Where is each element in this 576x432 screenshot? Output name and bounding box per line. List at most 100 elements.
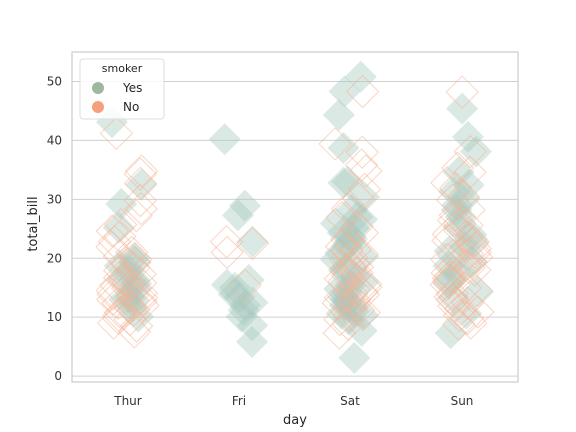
point-smoker-yes <box>335 291 368 324</box>
point-smoker-no <box>349 270 383 304</box>
x-tick-label: Sat <box>340 394 360 408</box>
point-smoker-no <box>435 276 469 311</box>
y-tick-label: 0 <box>54 369 62 383</box>
point-smoker-yes <box>335 193 368 226</box>
point-smoker-no <box>337 272 371 307</box>
point-smoker-no <box>459 273 493 308</box>
point-smoker-no <box>124 276 158 310</box>
y-tick-labels: 0 10 20 30 40 50 <box>47 74 62 383</box>
point-smoker-no <box>441 307 476 341</box>
point-smoker-no <box>96 306 131 340</box>
point-smoker-yes <box>236 325 269 358</box>
point-smoker-yes <box>236 225 269 258</box>
point-smoker-no <box>345 135 379 169</box>
point-smoker-no <box>443 292 478 326</box>
point-smoker-no <box>335 276 369 311</box>
point-smoker-yes <box>102 211 135 244</box>
point-smoker-yes <box>347 180 380 213</box>
point-smoker-no <box>332 298 367 333</box>
y-tick-label: 40 <box>47 133 62 147</box>
point-smoker-yes <box>229 289 262 322</box>
plot-frame <box>71 51 519 383</box>
point-smoker-no <box>345 237 380 271</box>
point-smoker-no <box>123 183 158 218</box>
point-smoker-yes <box>442 211 475 244</box>
y-tick-label: 50 <box>47 74 62 88</box>
point-smoker-no <box>324 229 359 264</box>
point-smoker-yes <box>460 135 493 168</box>
point-smoker-no <box>345 74 380 109</box>
point-smoker-no <box>328 243 362 277</box>
point-smoker-no <box>430 166 464 200</box>
point-smoker-yes <box>217 278 250 311</box>
legend-title: smoker <box>102 62 143 75</box>
point-smoker-no <box>340 256 374 290</box>
x-tick-label: Thur <box>113 394 142 408</box>
point-smoker-no <box>347 295 381 330</box>
point-smoker-no <box>454 306 488 340</box>
point-smoker-no <box>348 267 383 301</box>
point-smoker-no <box>346 278 381 312</box>
point-smoker-yes <box>210 268 243 301</box>
point-smoker-yes <box>236 309 269 342</box>
point-smoker-no <box>440 151 475 185</box>
point-smoker-no <box>437 289 471 323</box>
point-smoker-yes <box>328 75 361 108</box>
point-smoker-no <box>333 251 368 285</box>
point-smoker-no <box>435 183 470 217</box>
point-smoker-yes <box>208 123 241 156</box>
point-smoker-no <box>442 206 477 241</box>
y-tick-label: 30 <box>47 192 62 206</box>
point-smoker-no <box>327 265 361 299</box>
x-axis-label: day <box>283 413 307 428</box>
point-smoker-no <box>451 237 485 271</box>
point-smoker-yes <box>327 132 360 165</box>
point-smoker-no <box>436 203 471 238</box>
point-smoker-yes <box>338 341 371 374</box>
point-smoker-no <box>96 277 130 311</box>
point-smoker-no <box>228 268 262 303</box>
point-smoker-yes <box>327 166 360 199</box>
point-smoker-no <box>458 253 492 287</box>
point-smoker-no <box>235 226 270 261</box>
point-smoker-yes <box>347 299 380 332</box>
point-smoker-no <box>338 232 372 267</box>
point-smoker-no <box>124 154 159 188</box>
point-smoker-no <box>102 260 137 295</box>
point-smoker-no <box>323 302 357 337</box>
point-smoker-no <box>442 298 477 333</box>
legend: smoker Yes No <box>79 58 165 120</box>
point-smoker-yes <box>228 189 261 222</box>
point-smoker-yes <box>218 271 251 304</box>
y-axis-label: total_bill <box>26 196 41 251</box>
point-smoker-no <box>345 275 379 309</box>
point-smoker-yes <box>225 300 258 333</box>
point-smoker-no <box>123 266 158 300</box>
point-smoker-yes <box>334 220 367 253</box>
point-smoker-no <box>450 301 485 336</box>
point-smoker-no <box>119 242 153 277</box>
point-smoker-no <box>431 223 465 258</box>
point-smoker-no <box>445 75 479 109</box>
point-smoker-no <box>325 200 359 235</box>
x-tick-labels: Thur Fri Sat Sun <box>113 394 473 408</box>
data-points <box>95 60 495 374</box>
point-smoker-no <box>433 280 467 314</box>
legend-label-no: No <box>123 100 139 114</box>
y-tick-label: 10 <box>47 310 62 324</box>
point-smoker-yes <box>227 294 260 327</box>
point-smoker-no <box>432 263 467 297</box>
legend-marker-yes <box>92 82 104 94</box>
point-smoker-no <box>123 166 158 201</box>
point-smoker-no <box>124 192 158 226</box>
point-smoker-no <box>117 293 151 327</box>
point-smoker-no <box>322 316 357 350</box>
point-smoker-no <box>210 235 244 270</box>
legend-marker-no <box>92 101 104 113</box>
point-smoker-no <box>102 253 137 288</box>
point-smoker-no <box>453 134 487 169</box>
point-smoker-no <box>448 248 482 283</box>
point-smoker-no <box>453 245 488 279</box>
point-smoker-no <box>453 155 487 189</box>
